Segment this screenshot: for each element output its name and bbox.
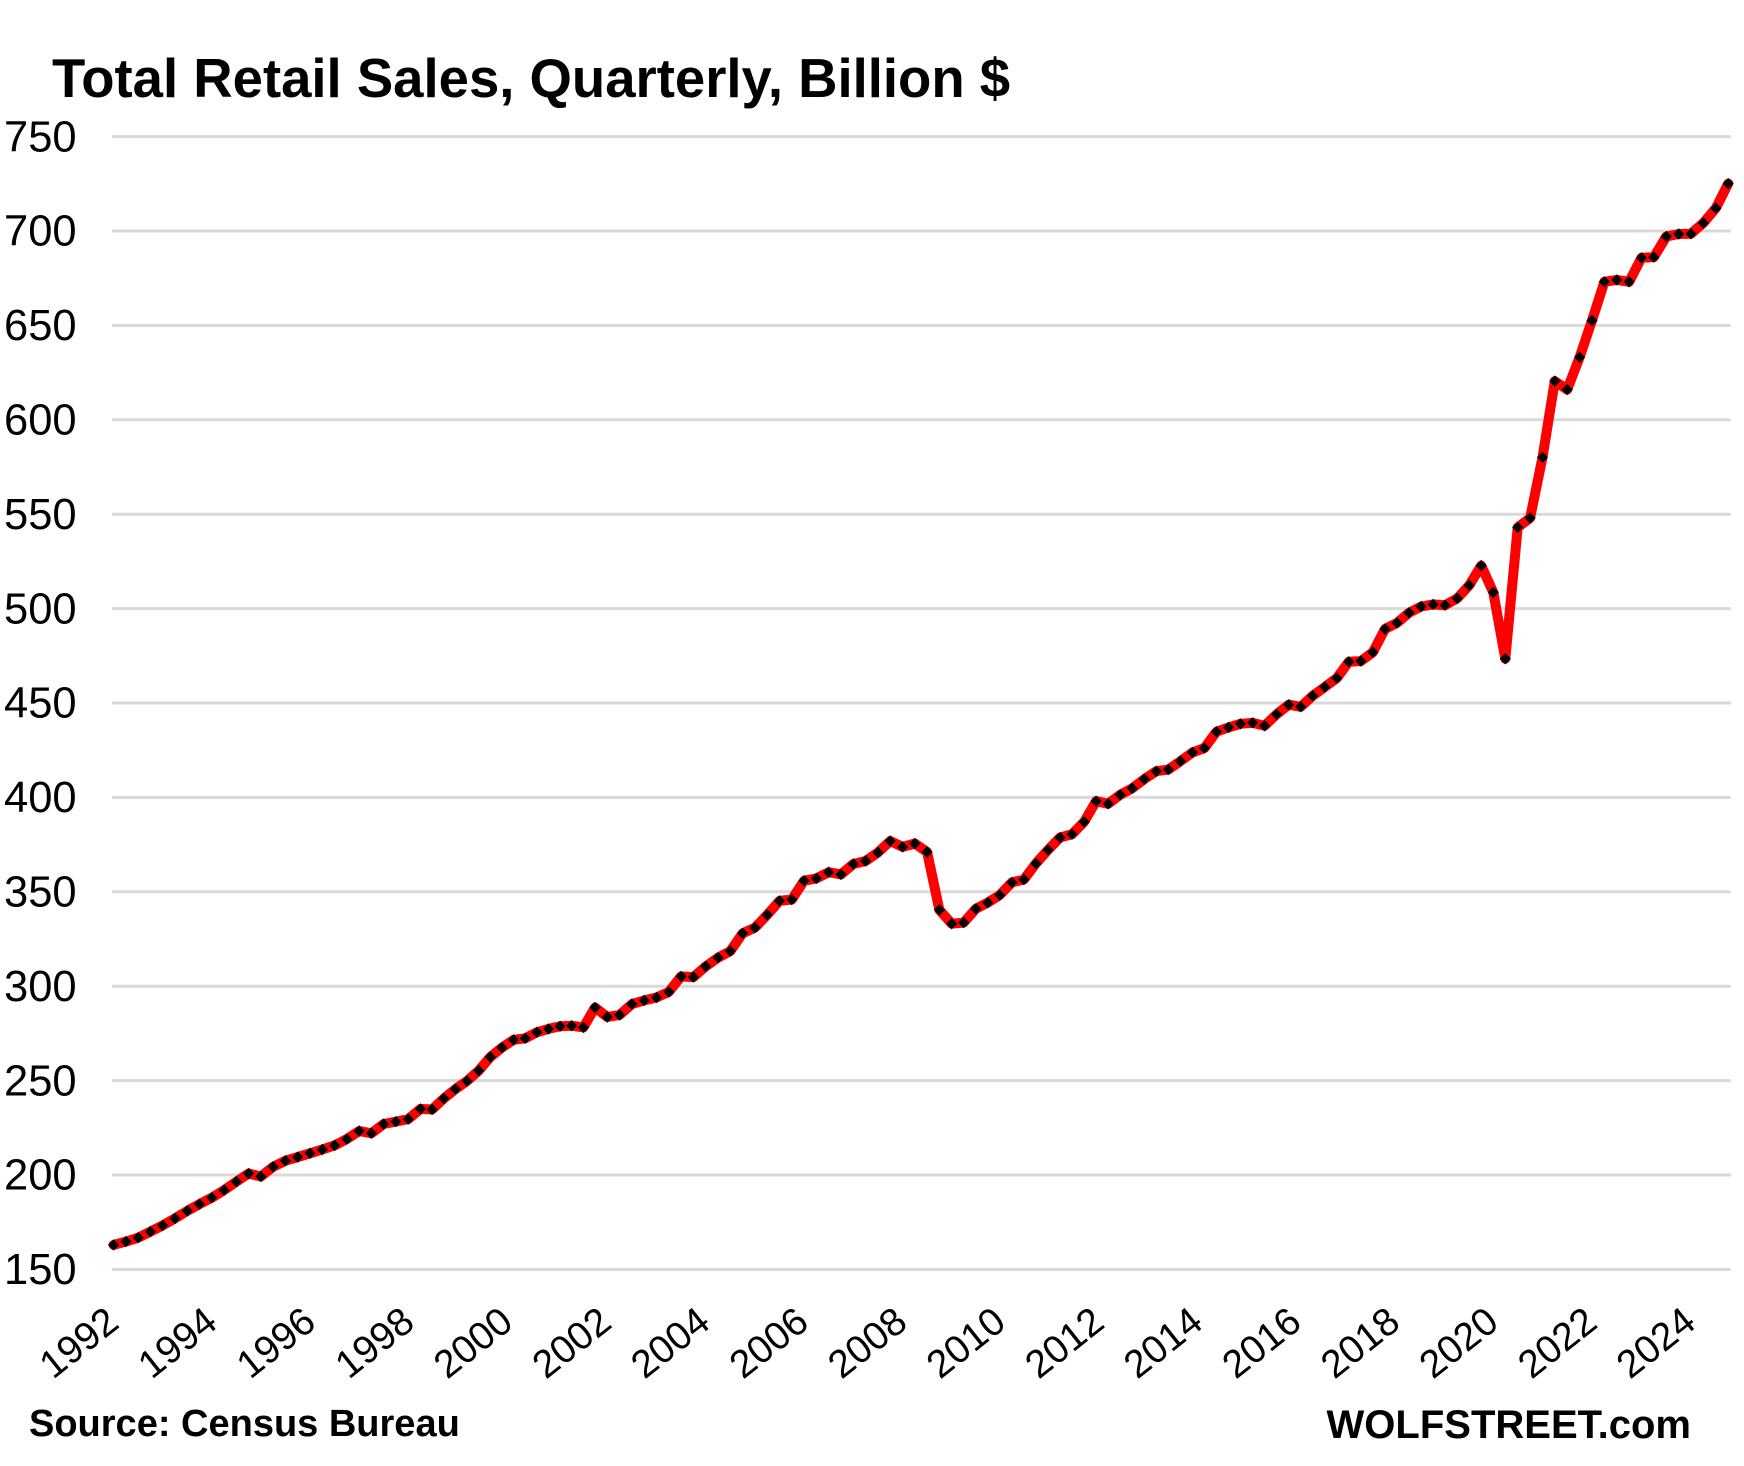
svg-text:150: 150: [4, 1246, 77, 1294]
svg-text:400: 400: [4, 774, 77, 822]
svg-text:650: 650: [4, 302, 77, 350]
svg-text:WOLFSTREET.com: WOLFSTREET.com: [1327, 1403, 1691, 1447]
svg-text:Source: Census Bureau: Source: Census Bureau: [29, 1403, 460, 1445]
svg-text:250: 250: [4, 1057, 77, 1105]
svg-text:Total Retail Sales, Quarterly,: Total Retail Sales, Quarterly, Billion $: [52, 48, 1010, 109]
svg-text:500: 500: [4, 585, 77, 633]
svg-text:300: 300: [4, 963, 77, 1011]
svg-text:200: 200: [4, 1152, 77, 1200]
svg-text:350: 350: [4, 869, 77, 917]
svg-text:600: 600: [4, 397, 77, 445]
svg-text:550: 550: [4, 491, 77, 539]
svg-text:750: 750: [4, 113, 77, 161]
svg-text:450: 450: [4, 680, 77, 728]
svg-text:700: 700: [4, 208, 77, 256]
